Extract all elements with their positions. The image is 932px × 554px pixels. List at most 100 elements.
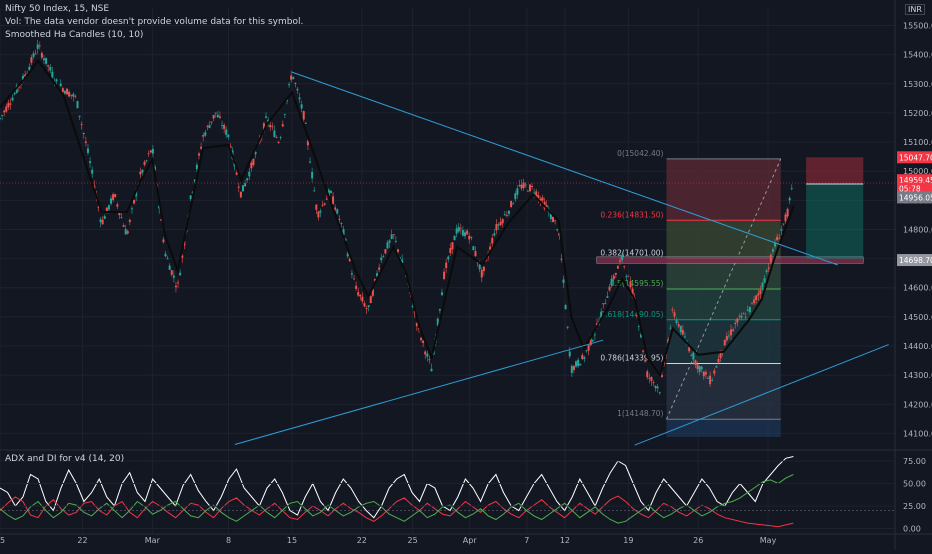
candle-body xyxy=(235,172,238,175)
candle-body xyxy=(24,74,27,77)
candle-body xyxy=(22,75,25,82)
time-tick-label: 26 xyxy=(693,536,703,545)
candle-body xyxy=(564,305,567,310)
candle-body xyxy=(606,296,609,298)
position-stop-zone[interactable] xyxy=(806,157,864,184)
candle-body xyxy=(577,359,580,367)
candle-body xyxy=(128,219,131,222)
price-tick-label: 15300.00 xyxy=(903,80,932,89)
candle-body xyxy=(566,326,569,328)
candle-body xyxy=(589,338,592,346)
fib-level-label: 0.5(14595.55) xyxy=(610,279,664,288)
candle-body xyxy=(614,272,617,275)
candle-body xyxy=(141,169,144,173)
candle-body xyxy=(623,266,626,268)
price-tick-label: 15500.00 xyxy=(903,21,932,30)
candle-body xyxy=(497,224,500,226)
candle-body xyxy=(476,262,479,264)
candle-body xyxy=(212,114,215,119)
candle-body xyxy=(579,363,582,366)
lower-trendline[interactable] xyxy=(234,339,604,445)
candle-body xyxy=(82,133,85,134)
right-trendline[interactable] xyxy=(634,344,889,446)
candle-body xyxy=(468,235,471,240)
candle-body xyxy=(440,292,443,296)
candle-body xyxy=(748,306,751,313)
candle-body xyxy=(273,130,276,138)
position-target-zone[interactable] xyxy=(806,183,864,259)
candle-body xyxy=(76,101,79,109)
candle-body xyxy=(581,354,584,360)
price-label-badge xyxy=(897,151,932,164)
price-tick-label: 14500.00 xyxy=(903,313,932,322)
candle-body xyxy=(489,246,492,250)
candle-body xyxy=(736,318,739,323)
smoothed-ha-line[interactable] xyxy=(0,58,795,378)
candle-body xyxy=(130,208,133,210)
candle-body xyxy=(302,111,305,120)
candle-body xyxy=(696,364,699,370)
candle-body xyxy=(369,296,372,304)
indicator-label[interactable]: Smoothed Ha Candles (10, 10) xyxy=(5,30,144,40)
candle-body xyxy=(595,323,598,326)
candle-body xyxy=(70,94,73,96)
fib-trend-line[interactable] xyxy=(666,158,782,420)
candle-body xyxy=(459,228,462,230)
candle-body xyxy=(40,52,43,58)
candle-body xyxy=(671,309,674,311)
candle-body xyxy=(610,278,613,286)
candle-body xyxy=(99,219,102,223)
di-plus-line[interactable] xyxy=(0,474,794,524)
candle-body xyxy=(537,195,540,199)
candle-body xyxy=(317,211,320,218)
candle-body xyxy=(715,366,718,368)
price-label-badge xyxy=(897,254,932,267)
candle-body xyxy=(28,66,31,70)
upper-trendline[interactable] xyxy=(291,71,839,266)
candle-body xyxy=(51,71,54,78)
candle-body xyxy=(86,148,89,153)
candle-body xyxy=(210,121,213,123)
candle-body xyxy=(648,377,651,379)
candle-body xyxy=(348,258,351,262)
time-tick-label: 8 xyxy=(226,536,231,545)
candle-body xyxy=(271,126,274,128)
adx-pane-label[interactable]: ADX and DI for v4 (14, 20) xyxy=(5,454,125,464)
candle-body xyxy=(294,83,297,84)
candle-body xyxy=(575,361,578,367)
candle-body xyxy=(765,270,768,272)
candle-body xyxy=(700,366,703,370)
time-tick-label: Mar xyxy=(145,536,161,545)
candle-body xyxy=(767,267,770,269)
candle-body xyxy=(110,198,113,204)
support-resistance-zone[interactable] xyxy=(596,256,864,264)
candle-body xyxy=(717,359,720,363)
candle-body xyxy=(570,365,573,373)
candle-body xyxy=(631,288,634,297)
candle-body xyxy=(694,360,697,365)
candle-body xyxy=(346,253,349,257)
candle-body xyxy=(357,292,360,296)
candle-body xyxy=(730,329,733,336)
candle-body xyxy=(583,357,586,359)
candle-body xyxy=(292,76,295,79)
candle-body xyxy=(382,256,385,258)
candle-body xyxy=(761,282,764,288)
candle-body xyxy=(608,286,611,291)
candle-body xyxy=(311,171,314,179)
candle-body xyxy=(120,217,123,219)
candle-body xyxy=(535,191,538,198)
candle-body xyxy=(105,207,108,212)
candle-body xyxy=(202,135,205,137)
candle-body xyxy=(89,161,92,163)
candle-body xyxy=(204,132,207,136)
candle-body xyxy=(371,289,374,296)
price-label-text: 14698.70 xyxy=(899,256,932,265)
candle-body xyxy=(221,125,224,127)
candle-body xyxy=(281,124,284,127)
candle-body xyxy=(780,229,783,231)
candle-body xyxy=(480,269,483,278)
candle-body xyxy=(160,219,163,221)
